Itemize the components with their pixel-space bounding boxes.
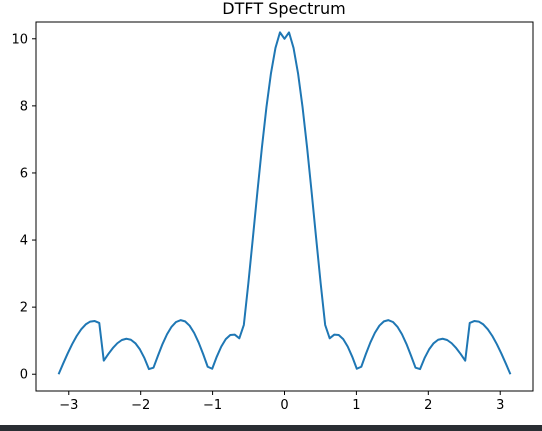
x-tick-label: 0 — [280, 398, 288, 413]
y-tick-label: 2 — [20, 301, 28, 316]
plot-area — [57, 31, 512, 375]
y-tick-label: 4 — [20, 234, 28, 249]
window-bottom-bar — [0, 425, 542, 431]
y-tick-label: 0 — [20, 368, 28, 383]
y-axis: 0 2 4 6 8 10 — [11, 32, 36, 383]
y-tick-label: 8 — [20, 99, 28, 114]
plot-frame — [35, 21, 534, 392]
chart-title: DTFT Spectrum — [222, 0, 345, 18]
series-line-0 — [57, 31, 512, 375]
x-tick-label: −3 — [59, 398, 78, 413]
x-tick-label: −1 — [203, 398, 222, 413]
x-tick-label: 3 — [496, 398, 504, 413]
x-tick-label: 2 — [424, 398, 432, 413]
x-tick-label: 1 — [352, 398, 360, 413]
y-tick-label: 6 — [20, 166, 28, 181]
y-tick-label: 10 — [11, 32, 28, 47]
x-tick-label: −2 — [131, 398, 150, 413]
x-axis: −3 −2 −1 0 1 2 3 — [59, 391, 504, 413]
